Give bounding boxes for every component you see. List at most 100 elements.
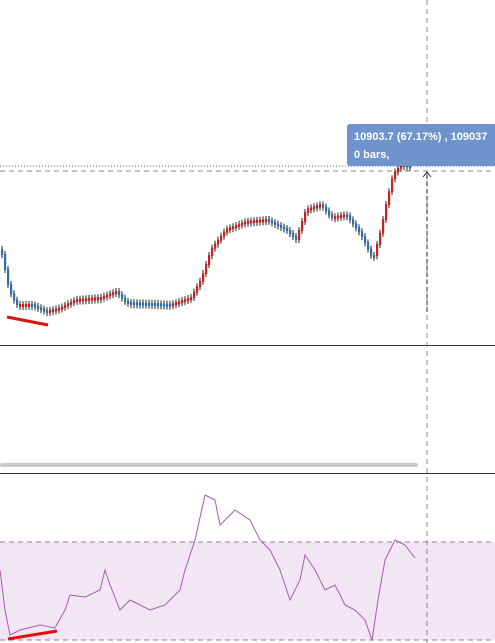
candle	[205, 264, 208, 274]
candle	[226, 228, 229, 233]
divergence-line	[6, 315, 49, 327]
candle	[208, 255, 211, 265]
candle	[364, 236, 367, 244]
scrollbar	[0, 463, 418, 467]
candle	[148, 302, 151, 306]
candle	[169, 303, 172, 307]
tooltip-line: 10903.7 (67.17%) , 109037	[354, 131, 487, 143]
candle	[7, 269, 10, 285]
candle	[280, 225, 283, 228]
candle	[382, 219, 385, 234]
candle	[250, 220, 253, 224]
candle	[91, 297, 94, 301]
rsi-band	[0, 542, 495, 640]
measure-tooltip	[347, 124, 495, 166]
candle	[10, 284, 13, 295]
candle	[271, 220, 274, 224]
candle	[37, 305, 40, 309]
rsi-line	[0, 494, 416, 641]
candle	[241, 222, 244, 226]
candle	[4, 254, 7, 270]
candle	[361, 231, 364, 238]
candle	[103, 295, 106, 299]
candle	[295, 236, 298, 240]
candle	[349, 215, 352, 221]
candle	[376, 244, 379, 257]
candle	[334, 216, 337, 220]
candle	[247, 220, 250, 224]
candle	[235, 225, 238, 228]
candle	[304, 212, 307, 222]
candle	[358, 227, 361, 233]
candle	[175, 302, 178, 306]
candle	[85, 298, 88, 302]
candle	[1, 249, 4, 255]
candle	[229, 227, 232, 231]
candle	[283, 226, 286, 230]
candle	[307, 208, 310, 213]
candle	[268, 219, 271, 222]
candle	[331, 214, 334, 218]
candle	[301, 221, 304, 231]
candle	[94, 297, 97, 301]
candle	[319, 204, 322, 208]
candle	[25, 304, 28, 307]
candle	[373, 254, 376, 258]
candle	[181, 300, 184, 304]
candle	[385, 204, 388, 220]
candle	[157, 303, 160, 307]
candle	[310, 207, 313, 211]
candle	[130, 302, 133, 306]
candle	[64, 304, 67, 308]
candle	[328, 210, 331, 216]
candle	[22, 304, 25, 307]
candle	[238, 223, 241, 227]
candle	[274, 222, 277, 225]
candle	[28, 304, 31, 307]
candle	[343, 214, 346, 218]
candle	[379, 232, 382, 245]
candle	[43, 308, 46, 312]
candle	[79, 298, 82, 302]
candle	[352, 219, 355, 225]
candle	[370, 248, 373, 256]
candle	[211, 247, 214, 256]
candle	[142, 302, 145, 306]
candle	[388, 191, 391, 205]
candle	[298, 230, 301, 240]
tooltip-line: 0 bars,	[354, 149, 389, 161]
candle	[139, 302, 142, 306]
candle	[193, 291, 196, 298]
candle	[82, 298, 85, 302]
candle	[277, 223, 280, 227]
candle	[172, 303, 175, 307]
candle	[16, 299, 19, 305]
candle	[163, 303, 166, 307]
candle	[31, 304, 34, 307]
candle	[58, 307, 61, 311]
candle	[166, 303, 169, 307]
candle	[256, 219, 259, 223]
candle	[76, 298, 79, 302]
candle	[400, 164, 403, 169]
candle	[112, 292, 115, 296]
candle	[133, 302, 136, 306]
candle	[100, 297, 103, 300]
candle	[322, 204, 325, 208]
candle	[106, 294, 109, 298]
candle	[262, 219, 265, 223]
candle	[118, 291, 121, 296]
candle	[337, 215, 340, 219]
candle	[202, 273, 205, 282]
candle	[136, 302, 139, 306]
candle	[121, 294, 124, 299]
candle	[115, 291, 118, 294]
candle	[61, 306, 64, 310]
candle	[340, 215, 343, 218]
candle	[127, 300, 130, 304]
candle	[184, 299, 187, 303]
candle	[316, 205, 319, 209]
candle	[253, 220, 256, 224]
